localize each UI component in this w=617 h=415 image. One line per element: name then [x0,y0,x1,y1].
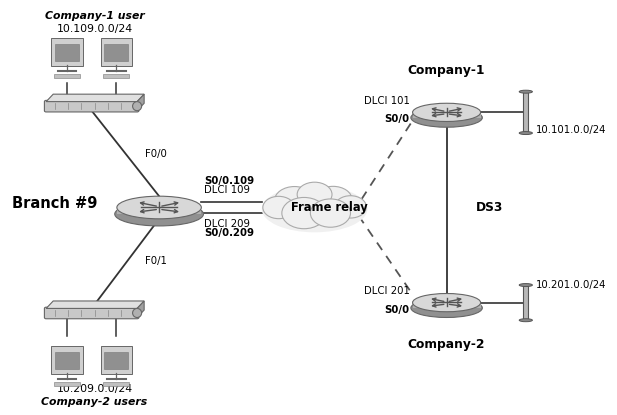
FancyBboxPatch shape [101,38,132,66]
Ellipse shape [519,132,532,134]
Polygon shape [117,208,201,214]
Polygon shape [46,301,144,308]
Text: Company-2 users: Company-2 users [41,396,147,407]
Polygon shape [413,112,481,117]
Text: S0/0.109: S0/0.109 [204,176,254,186]
FancyBboxPatch shape [51,346,83,374]
FancyBboxPatch shape [55,44,79,61]
FancyBboxPatch shape [523,92,528,133]
Ellipse shape [413,293,481,312]
Ellipse shape [413,103,481,122]
Text: DS3: DS3 [476,201,503,214]
FancyBboxPatch shape [54,382,80,386]
Polygon shape [137,94,144,111]
Polygon shape [137,301,144,317]
Ellipse shape [519,319,532,322]
Ellipse shape [519,283,532,286]
Ellipse shape [133,308,142,317]
Text: S0/0.209: S0/0.209 [204,228,254,238]
Text: DLCI 101: DLCI 101 [364,96,410,106]
Text: DLCI 201: DLCI 201 [364,286,410,296]
FancyBboxPatch shape [523,285,528,320]
Text: S0/0: S0/0 [384,305,410,315]
Text: 10.209.0.0/24: 10.209.0.0/24 [57,384,133,394]
FancyBboxPatch shape [51,38,83,66]
FancyBboxPatch shape [44,307,139,319]
Circle shape [314,186,352,213]
FancyBboxPatch shape [104,44,128,61]
FancyBboxPatch shape [104,352,128,369]
Circle shape [297,182,332,207]
Text: Company-1: Company-1 [408,64,486,77]
Text: Company-1 user: Company-1 user [44,11,144,21]
FancyBboxPatch shape [101,346,132,374]
Text: DLCI 109: DLCI 109 [204,185,251,195]
FancyBboxPatch shape [55,352,79,369]
Circle shape [282,198,326,229]
Ellipse shape [117,196,201,219]
Text: 10.109.0.0/24: 10.109.0.0/24 [57,24,133,34]
Text: DLCI 209: DLCI 209 [204,219,251,229]
Text: 10.201.0.0/24: 10.201.0.0/24 [536,280,607,290]
Circle shape [275,186,315,215]
Ellipse shape [115,202,204,226]
Text: Branch #9: Branch #9 [12,196,98,211]
Circle shape [263,196,294,219]
Ellipse shape [262,186,367,232]
Text: F0/1: F0/1 [145,256,167,266]
FancyBboxPatch shape [103,382,129,386]
FancyBboxPatch shape [103,74,129,78]
Text: S0/0: S0/0 [384,115,410,124]
Ellipse shape [133,102,142,111]
Ellipse shape [411,108,482,127]
FancyBboxPatch shape [54,74,80,78]
Circle shape [310,199,350,227]
Text: F0/0: F0/0 [145,149,167,159]
Ellipse shape [411,298,482,317]
Circle shape [334,196,366,218]
Text: Frame relay: Frame relay [291,201,368,214]
Text: Company-2: Company-2 [408,338,486,351]
Polygon shape [46,94,144,102]
Text: 10.101.0.0/24: 10.101.0.0/24 [536,125,607,135]
FancyBboxPatch shape [44,100,139,112]
Polygon shape [413,303,481,308]
Ellipse shape [519,90,532,93]
